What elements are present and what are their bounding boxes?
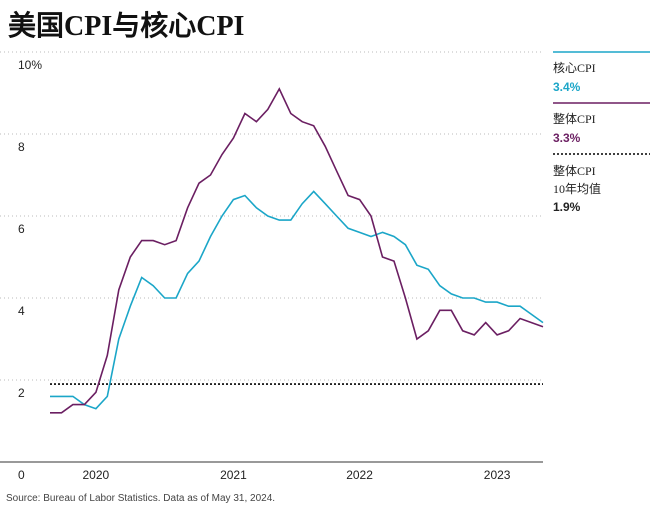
y-tick-label: 6 bbox=[18, 222, 25, 236]
legend-value: 1.9% bbox=[553, 200, 581, 214]
x-tick-label: 2020 bbox=[83, 468, 110, 482]
y-tick-label: 10% bbox=[18, 58, 42, 72]
legend-value: 3.3% bbox=[553, 131, 581, 145]
y-tick-label: 4 bbox=[18, 304, 25, 318]
y-tick-label: 2 bbox=[18, 386, 25, 400]
legend-name: 整体CPI bbox=[553, 111, 596, 126]
series-line bbox=[50, 87, 544, 414]
source-note: Source: Bureau of Labor Statistics. Data… bbox=[6, 493, 275, 504]
legend-value: 3.4% bbox=[553, 80, 581, 94]
chart-title: 美国CPI与核心CPI bbox=[8, 10, 244, 42]
series-line bbox=[50, 190, 544, 410]
legend-name: 核心CPI bbox=[553, 61, 596, 75]
legend-name: 10年均值 bbox=[553, 181, 601, 196]
x-tick-label: 2022 bbox=[346, 468, 373, 482]
y-tick-label: 8 bbox=[18, 140, 25, 154]
x-tick-label: 2023 bbox=[484, 468, 511, 482]
x-tick-label: 2021 bbox=[220, 468, 247, 482]
y-tick-label: 0 bbox=[18, 468, 25, 482]
legend-name: 整体CPI bbox=[553, 163, 596, 178]
